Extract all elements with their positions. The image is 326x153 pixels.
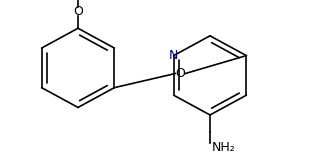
Text: NH₂: NH₂	[212, 140, 236, 153]
Text: O: O	[175, 67, 185, 80]
Text: N: N	[169, 49, 178, 62]
Text: O: O	[73, 5, 83, 18]
